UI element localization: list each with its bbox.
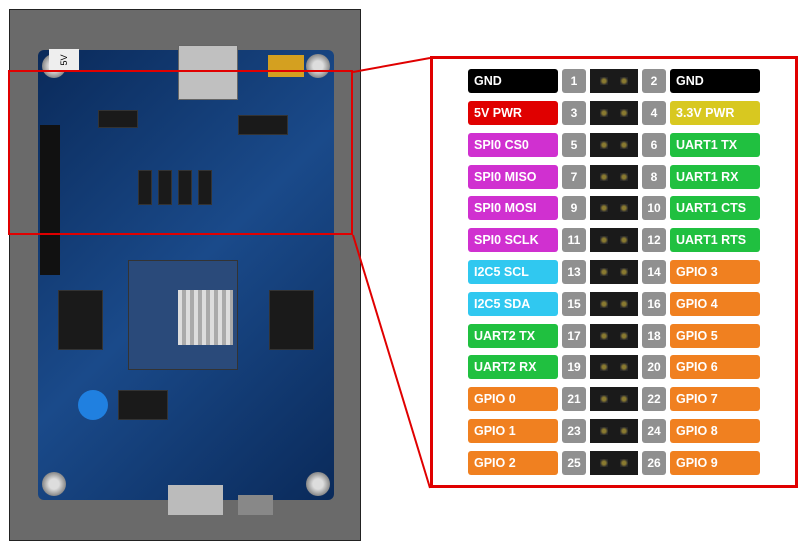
usb-port-bottom (168, 485, 223, 515)
pin-connector-row (590, 69, 638, 93)
pin-label-right: UART1 CTS (670, 196, 760, 220)
ic-chip (118, 390, 168, 420)
pin-number-left: 21 (562, 387, 586, 411)
pin-number-right: 2 (642, 69, 666, 93)
pin-label-left: I2C5 SDA (468, 292, 558, 316)
pin-label-left: GPIO 2 (468, 451, 558, 475)
pin-number-right: 10 (642, 196, 666, 220)
pin-label-left: SPI0 CS0 (468, 133, 558, 157)
pin-number-left: 25 (562, 451, 586, 475)
pin-connector-row (590, 228, 638, 252)
pin-number-left: 13 (562, 260, 586, 284)
pin-label-left: SPI0 MISO (468, 165, 558, 189)
screw (306, 472, 330, 496)
pin-label-left: GND (468, 69, 558, 93)
pin-label-right: GPIO 9 (670, 451, 760, 475)
pin-number-left: 9 (562, 196, 586, 220)
screw (42, 472, 66, 496)
callout-source-box (8, 70, 353, 235)
pin-label-left: I2C5 SCL (468, 260, 558, 284)
pin-connector-row (590, 387, 638, 411)
pin-label-left: GPIO 0 (468, 387, 558, 411)
pin-label-left: UART2 TX (468, 324, 558, 348)
pin-label-left: UART2 RX (468, 355, 558, 379)
pin-connector-row (590, 165, 638, 189)
pin-connector-row (590, 324, 638, 348)
pin-grid: GND12GND5V PWR343.3V PWRSPI0 CS056UART1 … (441, 69, 787, 475)
pin-number-right: 24 (642, 419, 666, 443)
pin-label-right: GPIO 6 (670, 355, 760, 379)
pin-number-left: 23 (562, 419, 586, 443)
pin-label-left: GPIO 1 (468, 419, 558, 443)
pin-connector-row (590, 196, 638, 220)
pin-connector-row (590, 292, 638, 316)
pin-label-right: GPIO 4 (670, 292, 760, 316)
pin-connector-row (590, 260, 638, 284)
pin-number-left: 11 (562, 228, 586, 252)
pin-label-left: 5V PWR (468, 101, 558, 125)
pin-label-right: GPIO 3 (670, 260, 760, 284)
pin-connector-row (590, 133, 638, 157)
pinout-diagram: GND12GND5V PWR343.3V PWRSPI0 CS056UART1 … (430, 56, 798, 488)
pin-number-right: 8 (642, 165, 666, 189)
hdmi-port (238, 495, 273, 515)
pin-number-right: 18 (642, 324, 666, 348)
pin-connector-row (590, 355, 638, 379)
heatsink (178, 290, 233, 345)
pin-label-right: UART1 TX (670, 133, 760, 157)
pin-number-right: 4 (642, 101, 666, 125)
ram-chip (269, 290, 314, 350)
pin-label-right: UART1 RTS (670, 228, 760, 252)
pin-label-right: UART1 RX (670, 165, 760, 189)
label-5v: 5V (49, 49, 79, 71)
pin-number-right: 14 (642, 260, 666, 284)
pin-connector-row (590, 419, 638, 443)
pin-connector-row (590, 101, 638, 125)
pin-number-left: 17 (562, 324, 586, 348)
pin-number-right: 6 (642, 133, 666, 157)
pin-connector-row (590, 451, 638, 475)
pin-number-right: 22 (642, 387, 666, 411)
pin-label-right: GPIO 7 (670, 387, 760, 411)
pin-number-left: 3 (562, 101, 586, 125)
pin-label-left: SPI0 SCLK (468, 228, 558, 252)
ram-chip (58, 290, 103, 350)
pin-number-right: 26 (642, 451, 666, 475)
pin-label-left: SPI0 MOSI (468, 196, 558, 220)
pin-number-right: 20 (642, 355, 666, 379)
pin-label-right: GPIO 5 (670, 324, 760, 348)
pin-number-left: 15 (562, 292, 586, 316)
pin-number-right: 16 (642, 292, 666, 316)
pin-number-left: 19 (562, 355, 586, 379)
pin-number-left: 7 (562, 165, 586, 189)
blue-sticker (78, 390, 108, 420)
pin-label-right: GND (670, 69, 760, 93)
pin-number-right: 12 (642, 228, 666, 252)
pin-label-right: GPIO 8 (670, 419, 760, 443)
pin-number-left: 1 (562, 69, 586, 93)
pin-label-right: 3.3V PWR (670, 101, 760, 125)
pin-number-left: 5 (562, 133, 586, 157)
